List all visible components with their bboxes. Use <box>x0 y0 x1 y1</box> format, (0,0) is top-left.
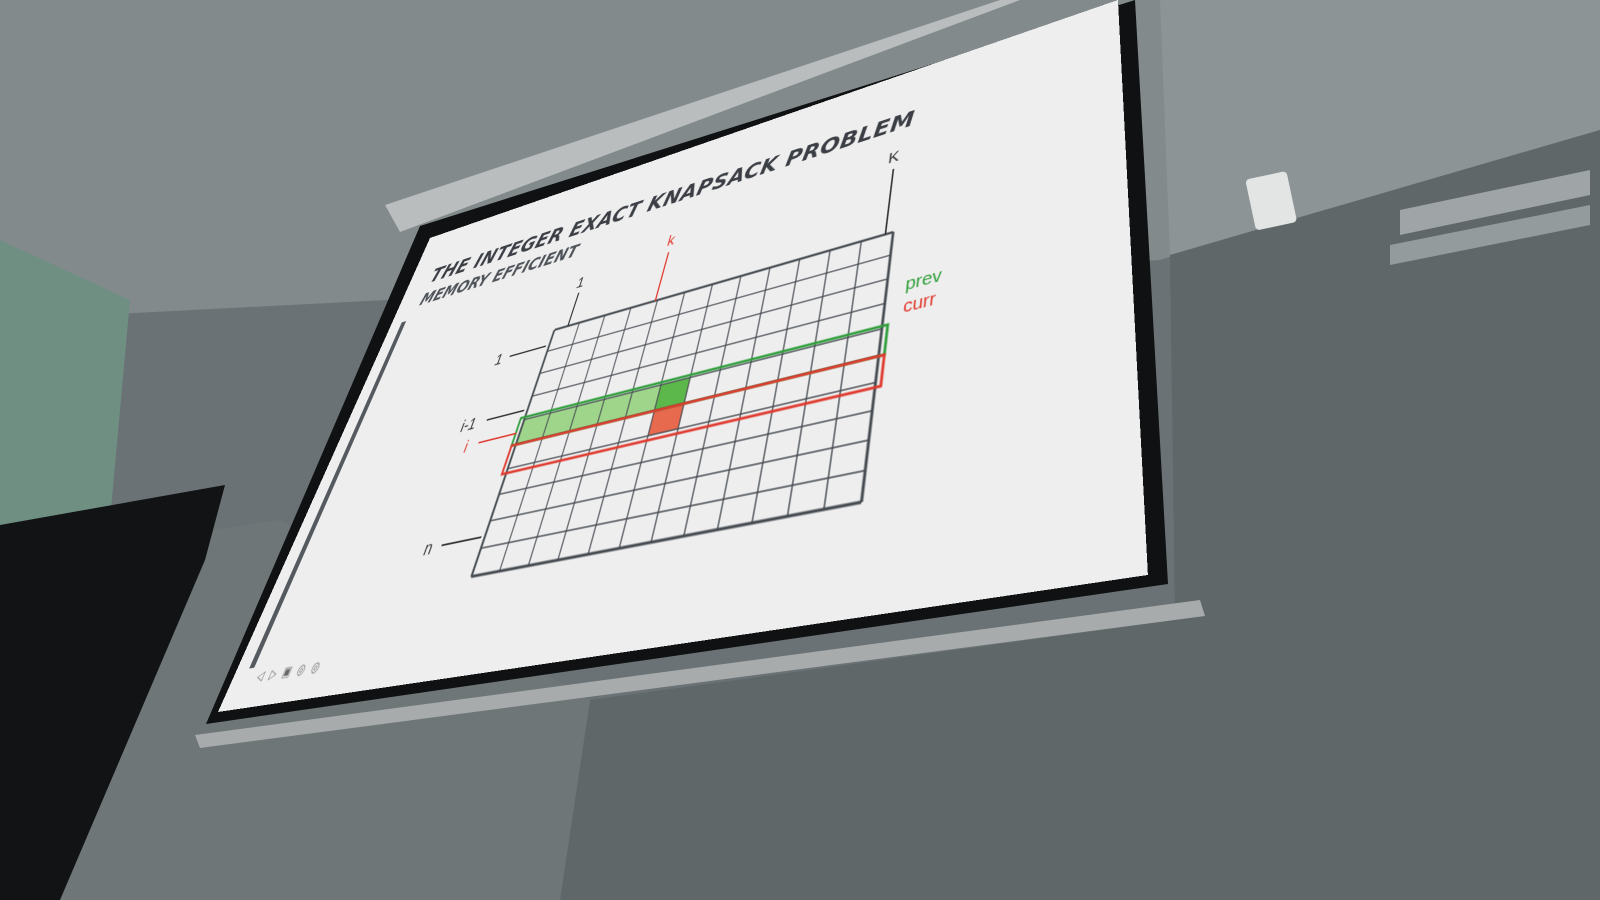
grid-col-line <box>824 241 861 509</box>
col-K-arrow <box>885 169 893 234</box>
grid-row-line <box>532 303 885 396</box>
row-i-arrow <box>479 433 517 442</box>
grid-col-line <box>717 268 770 530</box>
grid-col-line <box>861 232 893 502</box>
grid-row-line <box>540 279 888 374</box>
col-1-arrow <box>568 293 579 326</box>
row-i-1-arrow <box>487 410 524 420</box>
col-label-K: K <box>887 148 900 168</box>
grid-row-line <box>471 502 861 576</box>
row-label-n: n <box>420 537 436 560</box>
col-label-1: 1 <box>574 274 587 292</box>
row-1-arrow <box>510 346 546 356</box>
row-label-1: 1 <box>492 351 505 370</box>
row-label-i: i <box>461 438 471 458</box>
row-label-i-1: i-1 <box>458 414 480 436</box>
col-k-arrow <box>655 252 668 301</box>
grid-col-line <box>588 300 657 554</box>
grid-col-line <box>471 330 554 577</box>
legend-prev: prev <box>905 265 943 295</box>
dp-grid <box>467 231 898 578</box>
row-n-arrow <box>442 537 482 545</box>
col-label-k: k <box>665 232 677 250</box>
